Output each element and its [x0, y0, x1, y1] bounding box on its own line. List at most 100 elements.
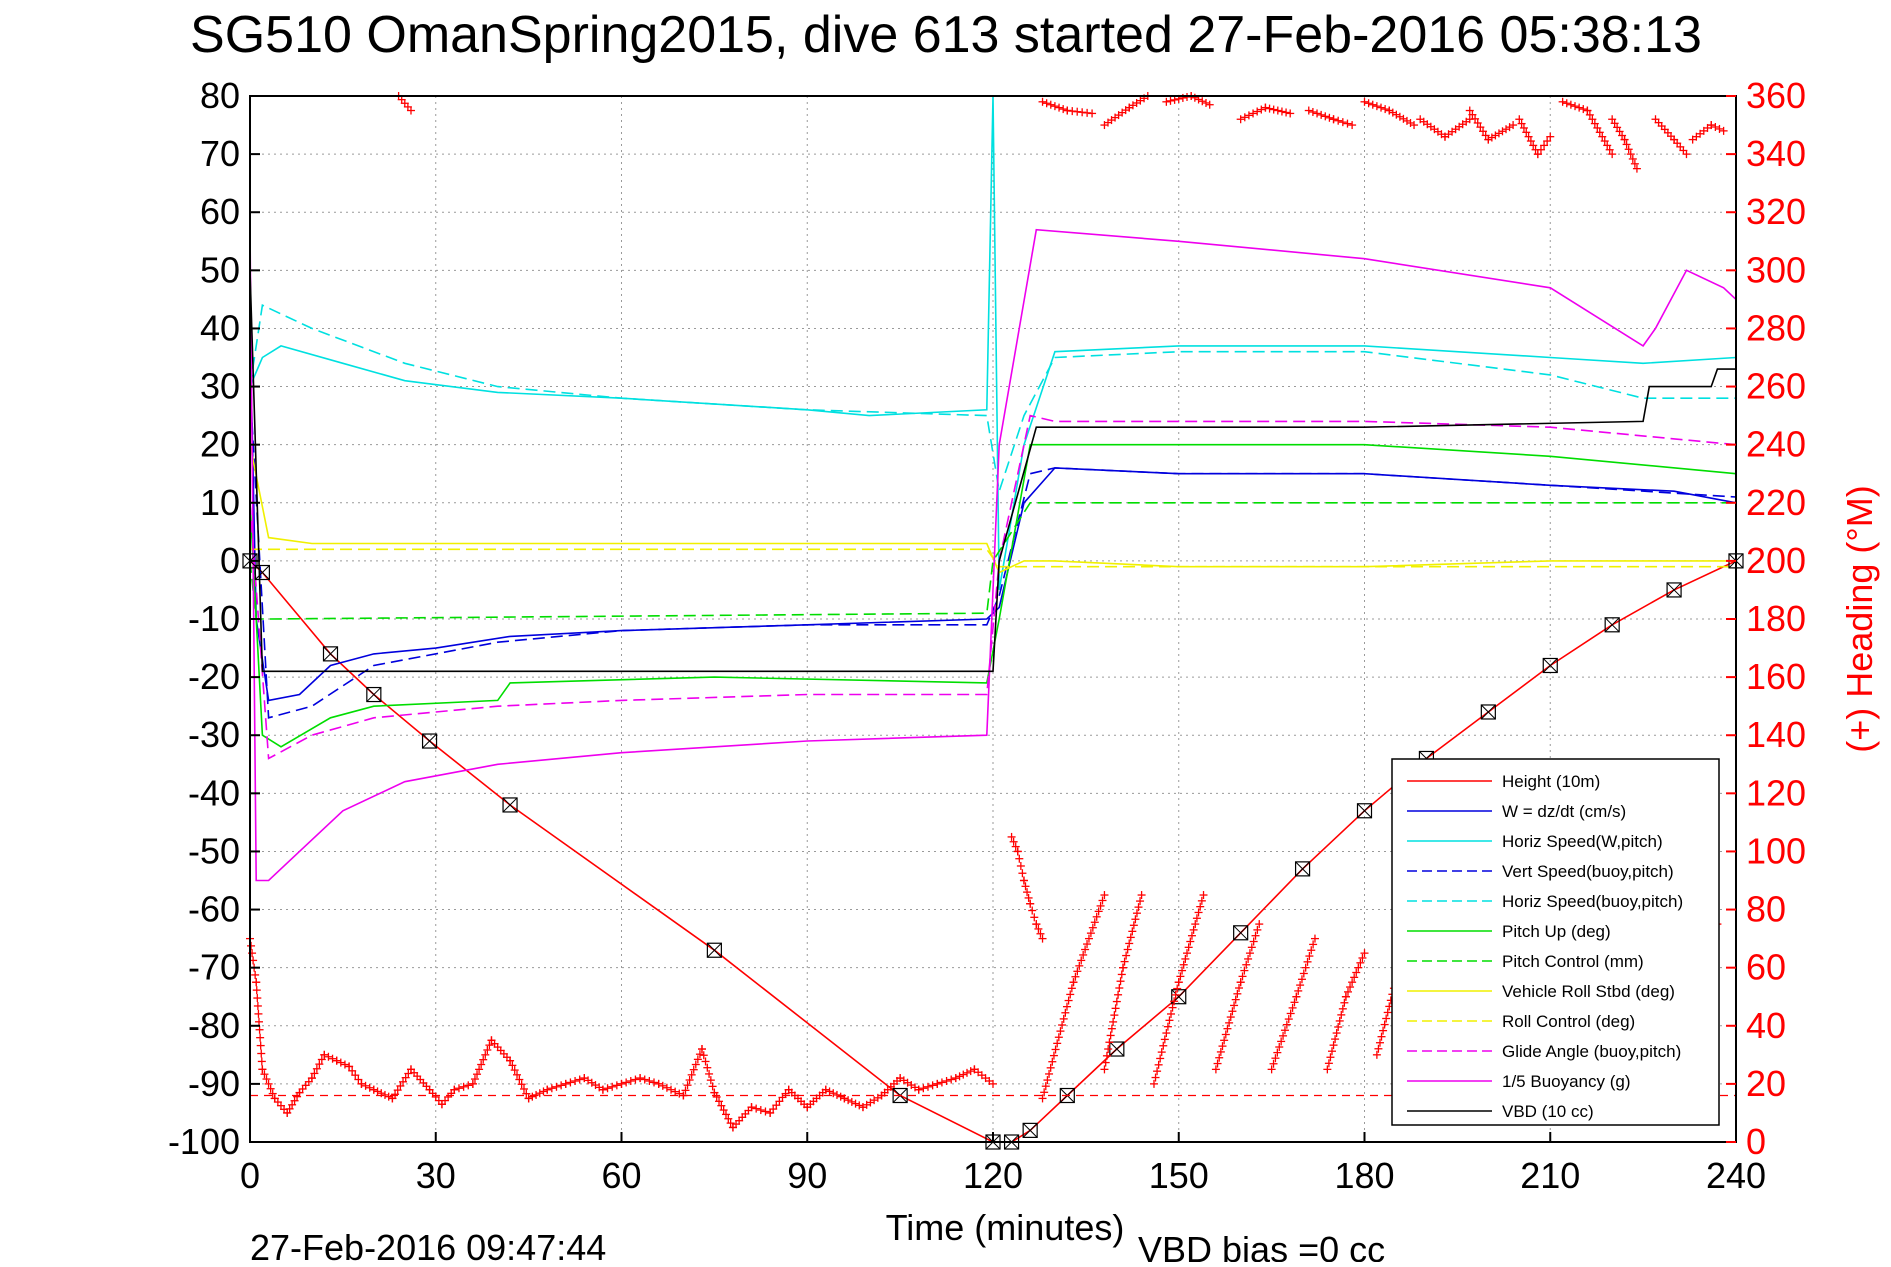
- heading-point: [1163, 1022, 1172, 1031]
- heading-point: [1236, 115, 1245, 124]
- heading-point: [1313, 109, 1322, 118]
- heading-point: [1267, 1065, 1276, 1074]
- y-right-tick-label: 60: [1746, 947, 1786, 988]
- heading-point: [1199, 891, 1208, 900]
- height-marker: [502, 797, 518, 813]
- heading-point: [1334, 116, 1343, 125]
- heading-point: [256, 1041, 265, 1050]
- heading-point: [1610, 119, 1619, 128]
- heading-point: [1337, 1010, 1346, 1019]
- heading-point: [247, 941, 256, 950]
- series-line-4: [249, 304, 1736, 492]
- heading-point: [1201, 98, 1210, 107]
- heading-point: [701, 1057, 710, 1066]
- heading-point: [357, 1079, 366, 1088]
- heading-point: [464, 1081, 473, 1090]
- heading-point: [1028, 906, 1037, 915]
- heading-point: [1624, 145, 1633, 154]
- height-marker: [421, 733, 438, 749]
- heading-point: [1615, 127, 1624, 136]
- heading-point: [483, 1045, 492, 1054]
- heading-point: [726, 1119, 735, 1128]
- heading-point: [617, 1079, 626, 1088]
- heading-point: [290, 1096, 299, 1105]
- y-right-tick-label: 320: [1746, 191, 1806, 232]
- heading-point: [1324, 1059, 1333, 1068]
- legend-item-label: Horiz Speed(buoy,pitch): [1502, 892, 1683, 911]
- heading-point: [1131, 915, 1140, 924]
- heading-point: [645, 1076, 654, 1085]
- heading-point: [1294, 986, 1303, 995]
- heading-point: [1051, 1045, 1060, 1054]
- heading-point: [1711, 122, 1720, 131]
- heading-point: [1383, 1008, 1392, 1017]
- heading-point: [1213, 1059, 1222, 1068]
- heading-point: [1286, 109, 1295, 118]
- height-marker: [322, 646, 339, 662]
- heading-point: [1335, 1016, 1344, 1025]
- heading-point: [1102, 1051, 1111, 1060]
- legend-item-label: Pitch Control (mm): [1502, 952, 1644, 971]
- heading-point: [1632, 164, 1641, 173]
- series-line-10: [249, 228, 1737, 882]
- series-line-5: [249, 443, 1737, 748]
- y-left-tick-label: 20: [200, 424, 240, 465]
- x-axis: 0 30 60 90 120 150 180 210 240: [240, 1132, 1766, 1196]
- y-right-tick-label: 360: [1746, 75, 1806, 116]
- heading-point: [477, 1060, 486, 1069]
- heading-point: [1297, 975, 1306, 984]
- heading-point: [293, 1092, 302, 1101]
- heading-point: [1023, 888, 1032, 897]
- heading-point: [561, 1079, 570, 1088]
- heading-point: [612, 1081, 621, 1090]
- heading-point: [264, 1079, 273, 1088]
- heading-point: [1309, 940, 1318, 949]
- heading-point: [1100, 1065, 1109, 1074]
- heading-point: [1301, 963, 1310, 972]
- heading-point: [1183, 949, 1192, 958]
- heading-point: [1162, 97, 1171, 106]
- heading-point: [1049, 1051, 1058, 1060]
- heading-point: [1479, 127, 1488, 136]
- heading-point: [1106, 1031, 1115, 1040]
- heading-point: [836, 1092, 845, 1101]
- heading-point: [1112, 997, 1121, 1006]
- heading-point: [1154, 1060, 1163, 1069]
- heading-point: [519, 1084, 528, 1093]
- heading-point: [989, 1079, 997, 1088]
- heading-point: [1042, 99, 1051, 108]
- heading-point: [1240, 113, 1249, 122]
- heading-point: [1159, 1041, 1168, 1050]
- heading-point: [1024, 893, 1033, 902]
- heading-point: [1045, 1069, 1054, 1078]
- heading-point: [1257, 105, 1266, 114]
- heading-point: [1249, 937, 1258, 946]
- heading-point: [951, 1074, 960, 1083]
- heading-point: [1092, 912, 1101, 921]
- heading-point: [547, 1084, 556, 1093]
- heading-point: [393, 1086, 402, 1095]
- heading-point: [1046, 1063, 1055, 1072]
- heading-point: [1034, 924, 1043, 933]
- heading-point: [1372, 1050, 1381, 1059]
- y-left-tick-label: 0: [220, 540, 240, 581]
- heading-point: [1356, 958, 1365, 967]
- heading-point: [1340, 998, 1349, 1007]
- heading-point: [1613, 123, 1622, 132]
- heading-point: [510, 1066, 519, 1075]
- heading-point: [391, 1090, 400, 1099]
- heading-point: [1242, 960, 1251, 969]
- heading-point: [1579, 105, 1588, 114]
- y-right-tick-label: 240: [1746, 424, 1806, 465]
- heading-point: [1628, 154, 1637, 163]
- heading-point: [348, 1066, 357, 1075]
- heading-point: [1220, 1036, 1229, 1045]
- heading-point: [1317, 110, 1326, 119]
- heading-point: [1249, 109, 1258, 118]
- heading-point: [658, 1081, 667, 1090]
- height-marker: [254, 564, 270, 581]
- heading-point: [1171, 990, 1180, 999]
- heading-point: [1094, 907, 1103, 916]
- heading-point: [693, 1055, 702, 1064]
